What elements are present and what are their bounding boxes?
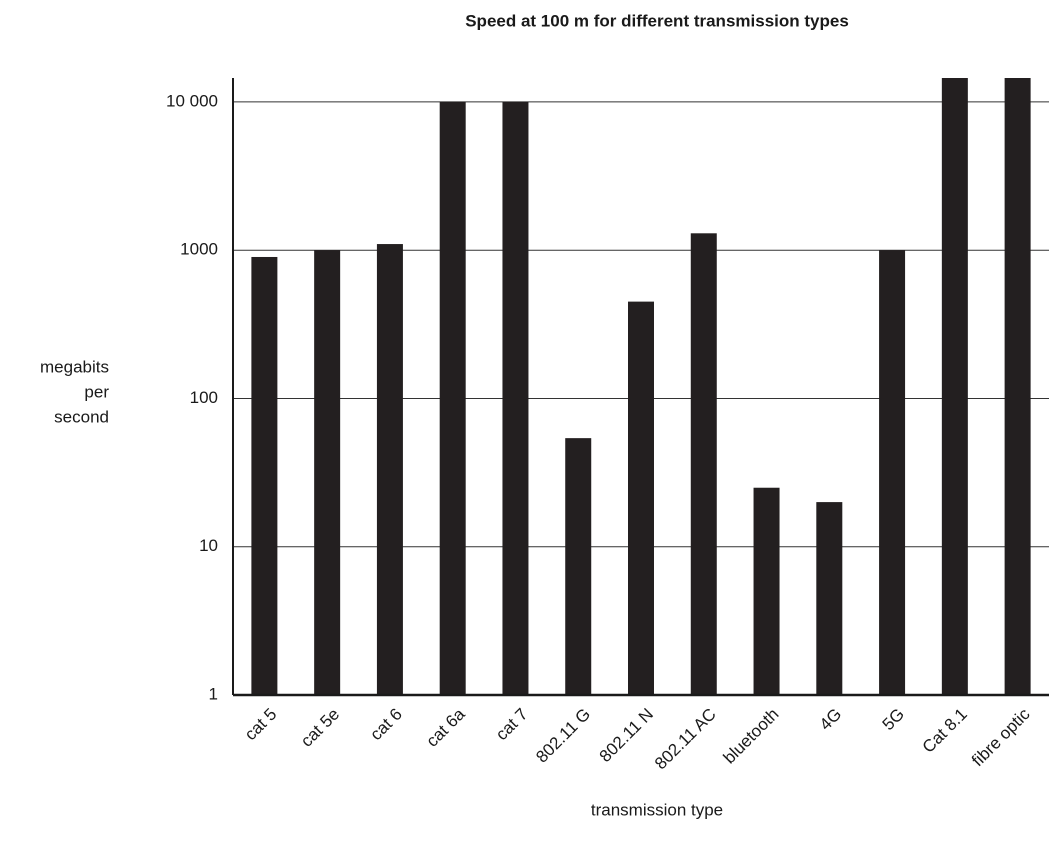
x-tick-label: Cat 8.1 bbox=[919, 705, 971, 757]
x-tick-label: bluetooth bbox=[720, 705, 783, 768]
x-tick-label: cat 7 bbox=[492, 705, 531, 744]
y-tick-label: 1000 bbox=[180, 240, 218, 259]
bar bbox=[502, 101, 529, 696]
bar bbox=[565, 438, 592, 695]
bar bbox=[314, 250, 341, 696]
x-tick-label: 802.11 G bbox=[532, 705, 594, 767]
x-tick-label: 5G bbox=[879, 705, 908, 734]
y-tick-label: 10 bbox=[199, 536, 218, 555]
bar bbox=[1004, 78, 1031, 695]
x-tick-label: 4G bbox=[816, 705, 845, 734]
y-tick-label: 100 bbox=[190, 388, 218, 407]
bar bbox=[690, 233, 717, 695]
x-axis-label: transmission type bbox=[591, 800, 723, 819]
bar bbox=[376, 244, 403, 695]
chart-title: Speed at 100 m for different transmissio… bbox=[465, 11, 849, 30]
bar bbox=[439, 101, 466, 696]
x-tick-label: 802.11 N bbox=[596, 705, 657, 766]
y-axis-label: per bbox=[84, 382, 109, 401]
x-tick-label: cat 5 bbox=[241, 705, 280, 744]
y-axis-label: megabits bbox=[40, 357, 109, 376]
y-axis-label: second bbox=[54, 407, 109, 426]
x-tick-label: fibre optic bbox=[968, 704, 1034, 770]
x-tick-label: cat 6 bbox=[366, 705, 405, 744]
bar bbox=[753, 487, 780, 695]
bar bbox=[879, 250, 906, 696]
x-tick-label: cat 5e bbox=[297, 705, 343, 751]
x-tick-label: 802.11 AC bbox=[651, 705, 720, 774]
bar bbox=[251, 256, 278, 695]
y-tick-label: 10 000 bbox=[166, 91, 218, 110]
bar bbox=[628, 301, 654, 695]
bar bbox=[941, 78, 968, 695]
y-tick-label: 1 bbox=[209, 684, 218, 703]
x-tick-label: cat 6a bbox=[423, 704, 470, 751]
bar bbox=[816, 502, 843, 695]
